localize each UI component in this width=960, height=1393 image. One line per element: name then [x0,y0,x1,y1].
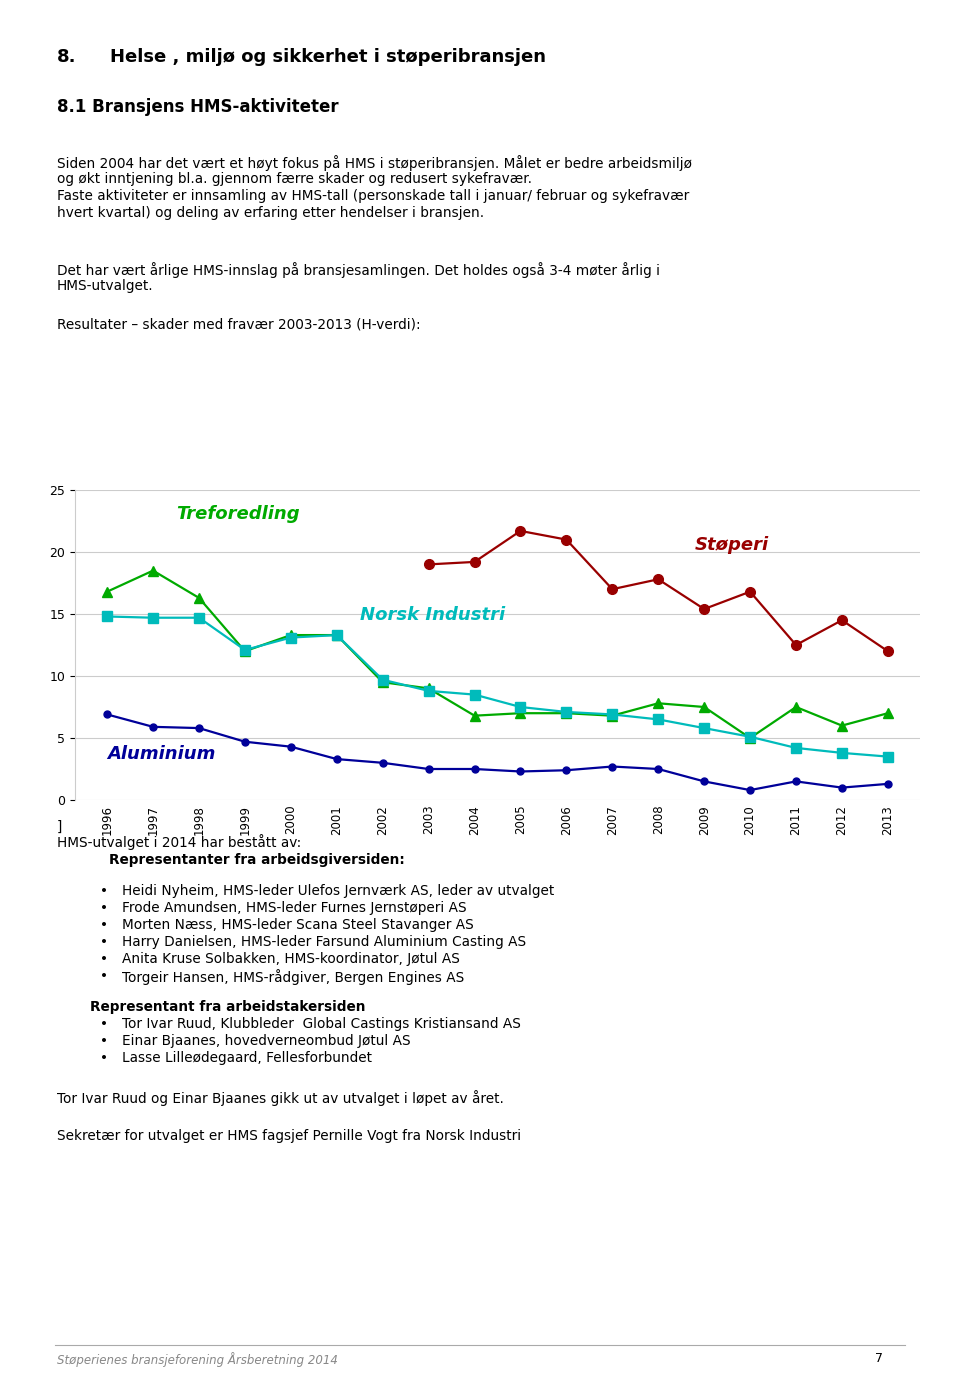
Text: Siden 2004 har det vært et høyt fokus på HMS i støperibransjen. Målet er bedre a: Siden 2004 har det vært et høyt fokus på… [57,155,692,171]
Text: Torgeir Hansen, HMS-rådgiver, Bergen Engines AS: Torgeir Hansen, HMS-rådgiver, Bergen Eng… [122,970,465,985]
Text: 7: 7 [875,1353,883,1365]
Text: •: • [100,935,108,949]
Text: Anita Kruse Solbakken, HMS-koordinator, Jøtul AS: Anita Kruse Solbakken, HMS-koordinator, … [122,951,460,965]
Text: Støperi: Støperi [695,536,769,554]
Text: Tor Ivar Ruud, Klubbleder  Global Castings Kristiansand AS: Tor Ivar Ruud, Klubbleder Global Casting… [122,1017,521,1031]
Text: Støperienes bransjeforening Årsberetning 2014: Støperienes bransjeforening Årsberetning… [57,1353,338,1367]
Text: Heidi Nyheim, HMS-leder Ulefos Jernværk AS, leder av utvalget: Heidi Nyheim, HMS-leder Ulefos Jernværk … [122,885,554,898]
Text: Faste aktiviteter er innsamling av HMS-tall (personskade tall i januar/ februar : Faste aktiviteter er innsamling av HMS-t… [57,189,689,203]
Text: Det har vært årlige HMS-innslag på bransjesamlingen. Det holdes også 3-4 møter å: Det har vært årlige HMS-innslag på brans… [57,262,660,279]
Text: •: • [100,951,108,965]
Text: •: • [100,1034,108,1048]
Text: Helse , miljø og sikkerhet i støperibransjen: Helse , miljø og sikkerhet i støperibran… [110,47,546,65]
Text: og økt inntjening bl.a. gjennom færre skader og redusert sykefravær.: og økt inntjening bl.a. gjennom færre sk… [57,171,532,187]
Text: Einar Bjaanes, hovedverneombud Jøtul AS: Einar Bjaanes, hovedverneombud Jøtul AS [122,1034,411,1048]
Text: Treforedling: Treforedling [176,506,300,524]
Text: Sekretær for utvalget er HMS fagsjef Pernille Vogt fra Norsk Industri: Sekretær for utvalget er HMS fagsjef Per… [57,1128,521,1144]
Text: •: • [100,1050,108,1066]
Text: hvert kvartal) og deling av erfaring etter hendelser i bransjen.: hvert kvartal) og deling av erfaring ett… [57,206,484,220]
Text: 8.1 Bransjens HMS-aktiviteter: 8.1 Bransjens HMS-aktiviteter [57,98,339,116]
Text: •: • [100,918,108,932]
Text: Lasse Lilleødegaard, Fellesforbundet: Lasse Lilleødegaard, Fellesforbundet [122,1050,372,1066]
Text: ]: ] [57,820,62,834]
Text: Frode Amundsen, HMS-leder Furnes Jernstøperi AS: Frode Amundsen, HMS-leder Furnes Jernstø… [122,901,467,915]
Text: Resultater – skader med fravær 2003-2013 (H-verdi):: Resultater – skader med fravær 2003-2013… [57,318,420,332]
Text: Tor Ivar Ruud og Einar Bjaanes gikk ut av utvalget i løpet av året.: Tor Ivar Ruud og Einar Bjaanes gikk ut a… [57,1089,504,1106]
Text: •: • [100,901,108,915]
Text: HMS-utvalget.: HMS-utvalget. [57,279,154,293]
Text: Representanter fra arbeidsgiversiden:: Representanter fra arbeidsgiversiden: [90,853,405,866]
Text: •: • [100,970,108,983]
Text: 8.: 8. [57,47,77,65]
Text: HMS-utvalget i 2014 har bestått av:: HMS-utvalget i 2014 har bestått av: [57,834,301,850]
Text: Harry Danielsen, HMS-leder Farsund Aluminium Casting AS: Harry Danielsen, HMS-leder Farsund Alumi… [122,935,526,949]
Text: Representant fra arbeidstakersiden: Representant fra arbeidstakersiden [90,1000,366,1014]
Text: •: • [100,1017,108,1031]
Text: •: • [100,885,108,898]
Text: Morten Næss, HMS-leder Scana Steel Stavanger AS: Morten Næss, HMS-leder Scana Steel Stava… [122,918,473,932]
Text: Aluminium: Aluminium [108,745,216,763]
Text: Norsk Industri: Norsk Industri [360,606,505,624]
